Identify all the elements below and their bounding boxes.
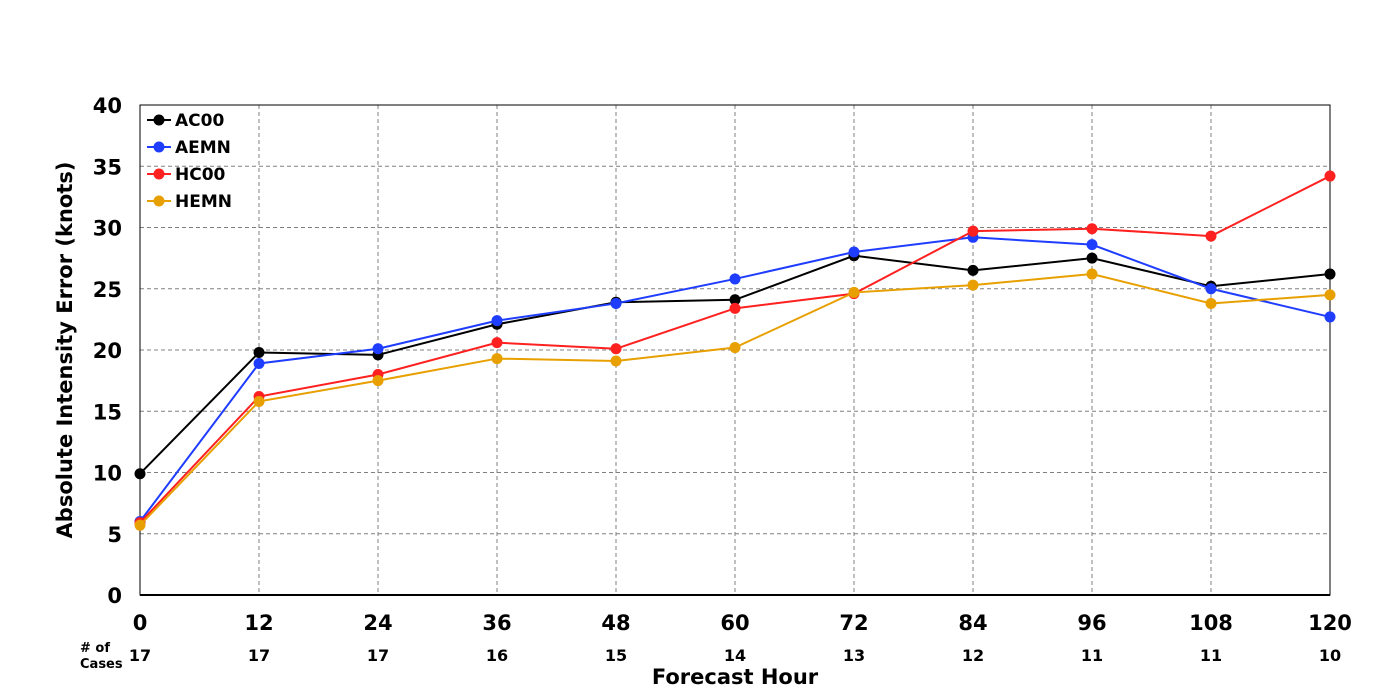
case-count: 10 [1319,646,1341,665]
legend-label: AEMN [175,138,231,158]
y-tick-labels: 0 5 10 15 20 25 30 35 40 [93,94,122,608]
legend-label: HEMN [175,192,232,212]
data-point [253,357,265,369]
data-point [729,342,741,354]
x-tick-labels: 0 12 24 36 48 60 72 84 96 108 120 [133,611,1352,635]
legend-marker [153,195,165,207]
legend-marker [153,114,165,126]
data-point [1086,252,1098,264]
data-point [1324,289,1336,301]
case-count: 17 [129,646,151,665]
data-point [491,315,503,327]
x-tick-label: 72 [839,611,868,635]
data-point [848,246,860,258]
data-point [967,225,979,237]
legend-item-aemn: AEMN [147,138,231,158]
data-point [134,519,146,531]
data-point [1086,239,1098,251]
y-axis-title: Absolute Intensity Error (knots) [53,162,77,539]
data-point [610,297,622,309]
series-hemn [134,268,1336,531]
data-point [1086,268,1098,280]
cases-title-line1: # of [80,641,110,656]
y-tick-label: 40 [93,94,122,118]
case-count: 14 [724,646,746,665]
legend-item-ac00: AC00 [147,111,224,131]
data-point [610,343,622,355]
data-point [848,286,860,298]
data-point [372,343,384,355]
x-tick-label: 108 [1189,611,1233,635]
data-point [1086,223,1098,235]
x-tick-label: 48 [601,611,630,635]
case-count: 16 [486,646,508,665]
series [134,170,1336,531]
data-point [967,264,979,276]
y-tick-label: 35 [93,155,122,179]
case-count: 15 [605,646,627,665]
data-point [253,346,265,358]
legend: AC00 AEMN HC00 HEMN [147,111,232,212]
y-tick-label: 30 [93,217,122,241]
case-count: 12 [962,646,984,665]
y-tick-label: 15 [93,400,122,424]
data-point [1324,170,1336,182]
case-counts: # of Cases 17 17 17 16 15 14 13 12 11 11 10 [80,641,1341,672]
data-point [1324,268,1336,280]
x-tick-label: 120 [1308,611,1352,635]
x-tick-label: 0 [133,611,148,635]
case-count: 17 [367,646,389,665]
x-tick-label: 60 [720,611,749,635]
data-point [1205,230,1217,242]
case-count: 17 [248,646,270,665]
x-tick-label: 24 [363,611,392,635]
data-point [967,279,979,291]
data-point [610,355,622,367]
x-tick-label: 84 [958,611,987,635]
case-count: 13 [843,646,865,665]
x-tick-label: 96 [1077,611,1106,635]
legend-marker [153,141,165,153]
y-tick-label: 5 [107,523,122,547]
data-point [729,302,741,314]
data-point [372,375,384,387]
y-tick-label: 20 [93,339,122,363]
case-count: 11 [1081,646,1103,665]
cases-title-line2: Cases [80,657,123,672]
y-tick-label: 10 [93,462,122,486]
legend-label: HC00 [175,165,226,185]
data-point [134,468,146,480]
data-point [729,273,741,285]
legend-label: AC00 [175,111,224,131]
data-point [729,294,741,306]
data-point [1205,283,1217,295]
x-axis-title: Forecast Hour [652,665,819,689]
legend-item-hemn: HEMN [147,192,232,212]
legend-marker [153,168,165,180]
data-point [1324,311,1336,323]
y-tick-label: 0 [107,584,122,608]
data-point [491,353,503,365]
case-count: 11 [1200,646,1222,665]
data-point [253,395,265,407]
y-tick-label: 25 [93,278,122,302]
data-point [491,337,503,349]
x-tick-label: 12 [244,611,273,635]
legend-item-hc00: HC00 [147,165,226,185]
x-tick-label: 36 [482,611,511,635]
data-point [1205,297,1217,309]
